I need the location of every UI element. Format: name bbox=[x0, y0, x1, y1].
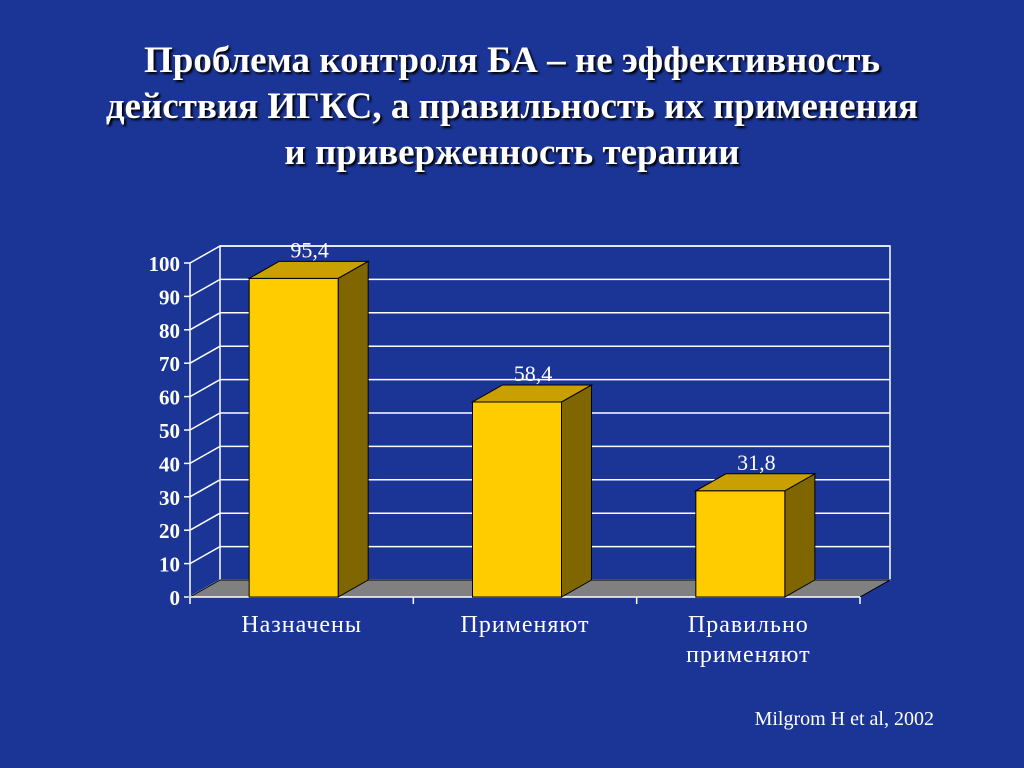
gridline-depth bbox=[189, 412, 221, 431]
data-label: 95,4 bbox=[290, 237, 329, 262]
x-category-label: Применяют bbox=[461, 612, 590, 638]
data-label: 58,4 bbox=[514, 361, 553, 386]
gridline-depth bbox=[189, 278, 221, 298]
y-tick-label: 80 bbox=[159, 319, 180, 343]
x-category-label: Правильно bbox=[688, 612, 809, 638]
title-line-1: Проблема контроля БА – не эффективность bbox=[143, 40, 881, 81]
y-tick-label: 90 bbox=[159, 285, 180, 309]
data-label: 31,8 bbox=[737, 450, 776, 475]
y-tick-label: 100 bbox=[149, 252, 181, 276]
bar-side bbox=[561, 384, 592, 598]
gridline-depth bbox=[189, 445, 221, 465]
gridline-depth bbox=[189, 245, 221, 264]
bar-top bbox=[470, 384, 594, 403]
bar bbox=[695, 490, 786, 598]
x-category-label: Назначены bbox=[241, 612, 362, 638]
bar-side bbox=[784, 472, 816, 598]
bar-top bbox=[247, 260, 371, 279]
gridline-depth bbox=[189, 479, 221, 498]
y-tick-label: 60 bbox=[159, 386, 180, 410]
bar bbox=[472, 401, 562, 598]
source-citation: Milgrom H et al, 2002 bbox=[754, 708, 934, 730]
gridline-depth bbox=[189, 378, 221, 398]
bar-top bbox=[693, 473, 817, 492]
y-tick-label: 0 bbox=[170, 586, 181, 610]
gridline-depth bbox=[189, 345, 221, 364]
bar bbox=[248, 277, 339, 598]
title-line-3: и приверженность терапии bbox=[284, 132, 740, 173]
y-tick-label: 20 bbox=[159, 519, 180, 543]
x-category-label: применяют bbox=[686, 642, 811, 668]
y-tick-label: 50 bbox=[159, 419, 180, 443]
y-tick-label: 30 bbox=[159, 486, 180, 510]
gridline-depth bbox=[189, 312, 221, 331]
title-line-2: действия ИГКС, а правильность их примене… bbox=[105, 86, 919, 127]
y-tick-label: 70 bbox=[159, 352, 180, 376]
y-tick-label: 40 bbox=[159, 452, 180, 476]
gridline-depth bbox=[189, 512, 221, 531]
bar-side bbox=[337, 260, 369, 598]
slide-title: Проблема контроля БА – не эффективность … bbox=[0, 38, 1024, 176]
y-tick-label: 10 bbox=[159, 553, 180, 577]
gridline-depth bbox=[189, 545, 221, 565]
